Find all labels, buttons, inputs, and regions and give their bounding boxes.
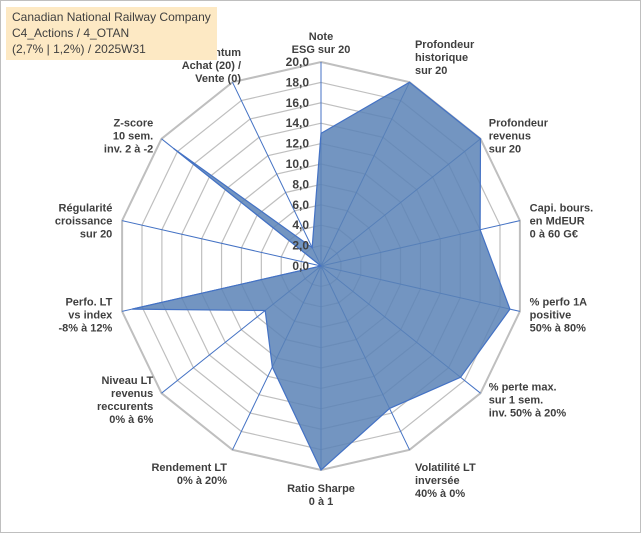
tick-label: 16,0 — [286, 96, 310, 110]
axis-label-line: Achat (20) / — [182, 60, 241, 72]
axis-label-line: % perfo 1A — [530, 297, 588, 309]
axis-label-line: Vente (0) — [195, 73, 241, 85]
axis-label-line: en MdEUR — [530, 215, 585, 227]
tick-label: 6,0 — [292, 198, 309, 212]
axis-label-line: 40% à 0% — [415, 488, 465, 500]
axis-label-line: Capi. bours. — [530, 202, 594, 214]
axis-label-line: Niveau LT — [101, 375, 153, 387]
axis-label-line: Note — [309, 31, 333, 43]
axis-spoke — [121, 220, 322, 267]
axis-label: % perte max.sur 1 sem.inv. 50% à 20% — [489, 382, 567, 420]
chart-title: Canadian National Railway Company C4_Act… — [6, 7, 217, 60]
axis-label-line: croissance — [55, 215, 112, 227]
title-category: C4_Actions / 4_OTAN — [12, 26, 130, 40]
axis-label-line: ESG sur 20 — [292, 44, 351, 56]
title-period: (2,7% | 1,2%) / 2025W31 — [12, 42, 146, 56]
series-area — [131, 81, 511, 471]
axis-label-line: inv. 2 à -2 — [104, 143, 153, 155]
tick-label: 8,0 — [292, 177, 309, 191]
axis-spoke — [232, 81, 322, 267]
axis-label-line: sur 20 — [489, 143, 521, 155]
axis-label: Rendement LT0% à 20% — [151, 462, 227, 487]
axis-label-line: inversée — [415, 475, 460, 487]
tick-label: 18,0 — [286, 75, 310, 89]
axis-label-line: 0 à 60 G€ — [530, 228, 578, 240]
axis-label-line: Perfo. LT — [65, 297, 112, 309]
axis-label-line: inv. 50% à 20% — [489, 408, 567, 420]
radial-tick-labels: 0,0 2,0 4,0 6,0 8,0 10,0 12,0 14,0 16,0 18,0 20,0 — [286, 55, 310, 273]
tick-label: 12,0 — [286, 137, 310, 151]
axis-label-line: 0% à 20% — [177, 475, 227, 487]
axis-label-line: Volatilité LT — [415, 462, 476, 474]
title-company: Canadian National Railway Company — [12, 10, 211, 24]
axis-label-line: -8% à 12% — [59, 323, 113, 335]
axis-label-line: 0% à 6% — [109, 414, 153, 426]
axis-label-line: vs index — [68, 310, 113, 322]
tick-label: 4,0 — [292, 218, 309, 232]
axis-label-line: positive — [530, 310, 572, 322]
axis-label-line: Profondeur — [489, 117, 549, 129]
axis-label-line: Ratio Sharpe — [287, 483, 355, 495]
axis-label-line: Rendement LT — [151, 462, 227, 474]
axis-label-line: reccurents — [97, 401, 153, 413]
tick-label: 10,0 — [286, 157, 310, 171]
axis-label-line: historique — [415, 52, 468, 64]
tick-label: 0,0 — [292, 259, 309, 273]
axis-label-line: % perte max. — [489, 382, 557, 394]
axis-label-line: Profondeur — [415, 39, 475, 51]
axis-label-line: Z-score — [114, 117, 154, 129]
axis-label-line: sur 20 — [415, 65, 447, 77]
axis-label-line: revenus — [489, 130, 531, 142]
axis-label-line: sur 1 sem. — [489, 395, 543, 407]
tick-label: 2,0 — [292, 239, 309, 253]
axis-label-line: 10 sem. — [113, 130, 153, 142]
axis-label-line: sur 20 — [80, 228, 112, 240]
tick-label: 20,0 — [286, 55, 310, 69]
tick-label: 14,0 — [286, 116, 310, 130]
axis-label-line: revenus — [111, 388, 153, 400]
axis-label-line: 0 à 1 — [309, 496, 333, 508]
axis-label-line: Régularité — [59, 202, 113, 214]
series — [131, 81, 511, 471]
axis-label-line: 50% à 80% — [530, 323, 586, 335]
